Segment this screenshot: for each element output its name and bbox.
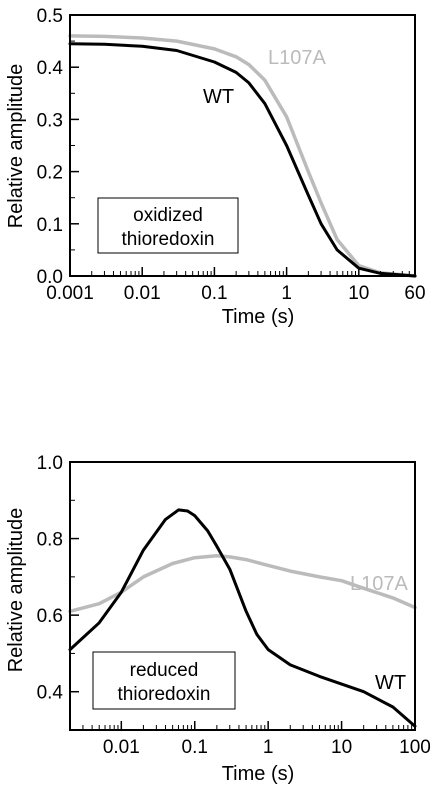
series-line-wt [68, 508, 417, 728]
series-line-wt [68, 42, 417, 278]
series-label-wt: WT [203, 86, 234, 108]
y-tick-label: 0.6 [37, 606, 63, 627]
tick-marks [69, 14, 416, 277]
x-tick-label: 0.001 [46, 283, 94, 304]
series-line-l107a [68, 554, 417, 614]
x-tick-label: 100 [399, 737, 431, 758]
annotation-box: reduced thioredoxin [92, 651, 236, 710]
reduced-thioredoxin-chart: 0.01 0.1 1 10 100 0.4 0.6 0.8 1.0 Time (s) Relat… [5, 453, 431, 785]
tick-labels: 0.001 0.01 0.1 1 10 60 0.0 0.1 0.2 0.3 0.4 0.5 [37, 6, 426, 304]
y-tick-label: 0.1 [37, 215, 63, 236]
y-axis-title: Relative amplitude [5, 64, 27, 229]
annotation-frame [92, 651, 236, 710]
plot-area [68, 508, 417, 728]
annotation-line-1: oxidized [133, 205, 203, 226]
y-tick-label: 0.4 [37, 58, 64, 79]
x-tick-label: 0.1 [182, 737, 208, 758]
y-tick-label: 1.0 [37, 453, 63, 474]
tick-marks [70, 461, 416, 730]
y-tick-label: 0.5 [37, 6, 63, 27]
series-label-l107a: L107A [268, 47, 326, 69]
x-tick-label: 0.01 [103, 737, 140, 758]
y-tick-label: 0.8 [37, 530, 63, 551]
tick-labels: 0.01 0.1 1 10 100 0.4 0.6 0.8 1.0 [37, 453, 431, 758]
x-axis-title: Time (s) [222, 306, 295, 328]
x-tick-label: 10 [331, 737, 352, 758]
y-tick-label: 0.0 [37, 267, 63, 288]
series-label-l107a: L107A [350, 573, 408, 595]
x-tick-label: 10 [348, 283, 369, 304]
x-tick-label: 1 [281, 283, 292, 304]
x-tick-label: 0.1 [201, 283, 227, 304]
annotation-line-2: thioredoxin [118, 684, 211, 705]
x-tick-label: 0.01 [124, 283, 161, 304]
x-axis-title: Time (s) [222, 763, 295, 785]
x-tick-label: 60 [404, 283, 425, 304]
annotation-frame [97, 197, 239, 254]
annotation-box: oxidized thioredoxin [97, 197, 239, 254]
series-label-wt: WT [375, 672, 406, 694]
annotation-line-1: reduced [130, 660, 199, 681]
plot-area [68, 34, 417, 278]
y-tick-label: 0.3 [37, 110, 63, 131]
y-axis-title: Relative amplitude [5, 508, 27, 673]
plot-frame [69, 461, 416, 731]
series-line-l107a [68, 34, 417, 278]
x-tick-label: 1 [263, 737, 274, 758]
y-tick-label: 0.2 [37, 163, 63, 184]
oxidized-thioredoxin-chart: 0.001 0.01 0.1 1 10 60 0.0 0.1 0.2 0.3 0.4 0.5 Time… [5, 6, 426, 328]
y-tick-label: 0.4 [37, 683, 64, 704]
annotation-line-2: thioredoxin [122, 229, 215, 250]
